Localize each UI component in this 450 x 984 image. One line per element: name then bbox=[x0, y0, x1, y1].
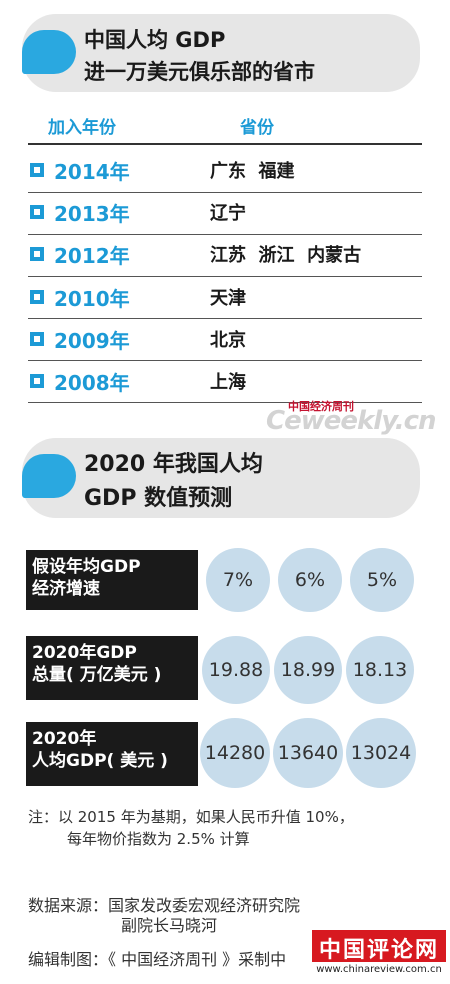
table-header: 加入年份 省份 bbox=[0, 113, 450, 141]
column-header-province: 省份 bbox=[240, 118, 274, 138]
footnote-line: 注：以 2015 年为基期，如果人民币升值 10%， bbox=[28, 808, 354, 826]
square-bullet-icon bbox=[30, 290, 44, 304]
chinareview-logo: 中国评论网 www.chinareview.com.cn bbox=[312, 930, 446, 980]
provinces: 上海 bbox=[210, 372, 246, 393]
value-circle: 6% bbox=[278, 548, 342, 612]
section-title: 中国人均 GDP 进一万美元俱乐部的省市 bbox=[84, 28, 315, 84]
logo-banner bbox=[312, 930, 446, 962]
square-bullet-icon bbox=[30, 163, 44, 177]
join-year: 2010年 bbox=[54, 287, 130, 311]
table-row: 2012年 江苏 浙江 内蒙古 bbox=[0, 234, 450, 276]
value-circle: 13024 bbox=[346, 718, 416, 788]
data-source: 数据来源：国家发改委宏观经济研究院 副院长马晓河 bbox=[28, 896, 300, 936]
source-line: 副院长马晓河 bbox=[121, 916, 218, 935]
divider bbox=[28, 402, 422, 403]
watermark-site: Ceweekly.cn bbox=[266, 406, 437, 436]
provinces: 北京 bbox=[210, 330, 246, 351]
value-circle: 13640 bbox=[273, 718, 343, 788]
value-circle: 5% bbox=[350, 548, 414, 612]
value-circle: 7% bbox=[206, 548, 270, 612]
logo-text: 中国评论网 bbox=[318, 938, 439, 963]
divider bbox=[28, 143, 422, 145]
section-header-gdp-club: 中国人均 GDP 进一万美元俱乐部的省市 bbox=[22, 14, 420, 92]
divider bbox=[28, 192, 422, 193]
speech-bubble-icon bbox=[22, 454, 76, 498]
logo-url: www.chinareview.com.cn bbox=[316, 964, 442, 975]
section-title: 2020 年我国人均 GDP 数值预测 bbox=[84, 452, 263, 511]
value-circle: 14280 bbox=[200, 718, 270, 788]
square-bullet-icon bbox=[30, 332, 44, 346]
square-bullet-icon bbox=[30, 374, 44, 388]
value-circle: 18.13 bbox=[346, 636, 414, 704]
divider bbox=[28, 318, 422, 319]
editor-credit: 编辑制图：《 中国经济周刊 》采制中 bbox=[28, 950, 287, 969]
value-circle: 19.88 bbox=[202, 636, 270, 704]
provinces: 江苏 浙江 内蒙古 bbox=[210, 245, 362, 266]
footnote-line: 每年物价指数为 2.5% 计算 bbox=[67, 830, 250, 848]
table-row: 2014年 广东 福建 bbox=[0, 150, 450, 192]
footnote: 注：以 2015 年为基期，如果人民币升值 10%， 每年物价指数为 2.5% … bbox=[28, 806, 354, 850]
speech-bubble-icon bbox=[22, 30, 76, 74]
provinces: 天津 bbox=[210, 288, 246, 309]
forecast-label: 假设年均GDP 经济增速 bbox=[26, 550, 198, 610]
join-year: 2009年 bbox=[54, 329, 130, 353]
forecast-label: 2020年 人均GDP( 美元 ) bbox=[26, 722, 198, 786]
table-row: 2013年 辽宁 bbox=[0, 192, 450, 234]
provinces: 辽宁 bbox=[210, 203, 246, 224]
divider bbox=[28, 234, 422, 235]
column-header-year: 加入年份 bbox=[48, 118, 116, 138]
join-year: 2013年 bbox=[54, 202, 130, 226]
provinces: 广东 福建 bbox=[210, 161, 295, 182]
source-line: 数据来源：国家发改委宏观经济研究院 bbox=[28, 896, 301, 915]
join-year: 2008年 bbox=[54, 371, 130, 395]
square-bullet-icon bbox=[30, 205, 44, 219]
square-bullet-icon bbox=[30, 247, 44, 261]
watermark-publication: 中国经济周刊 bbox=[288, 400, 354, 413]
forecast-label: 2020年GDP 总量( 万亿美元 ) bbox=[26, 636, 198, 700]
join-year: 2014年 bbox=[54, 160, 130, 184]
divider bbox=[28, 276, 422, 277]
table-row: 2010年 天津 bbox=[0, 277, 450, 319]
table-row: 2008年 上海 bbox=[0, 361, 450, 403]
watermark: Ceweekly.cn 中国经济周刊 bbox=[258, 398, 448, 436]
table-row: 2009年 北京 bbox=[0, 319, 450, 361]
value-circle: 18.99 bbox=[274, 636, 342, 704]
divider bbox=[28, 360, 422, 361]
join-year: 2012年 bbox=[54, 244, 130, 268]
section-header-forecast: 2020 年我国人均 GDP 数值预测 bbox=[22, 438, 420, 518]
